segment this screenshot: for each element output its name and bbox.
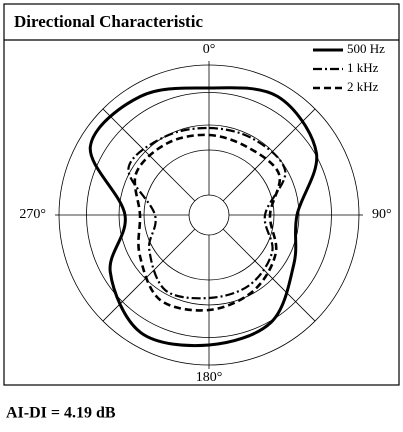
legend-label: 1 kHz (347, 60, 379, 75)
grid-ring (188, 194, 230, 236)
footnote: AI-DI = 4.19 dB (6, 405, 116, 422)
grid-spoke (102, 228, 196, 322)
series-line (133, 133, 282, 312)
theta-tick-label: 90° (372, 207, 392, 222)
theta-tick-label: 0° (203, 42, 216, 57)
grid-spoke (222, 108, 316, 202)
theta-tick-label: 180° (196, 370, 223, 385)
legend-label: 2 kHz (347, 79, 379, 94)
legend-label: 500 Hz (347, 41, 385, 56)
grid-spoke (222, 228, 316, 322)
chart-title: Directional Characteristic (14, 12, 203, 31)
series-line (127, 126, 287, 300)
theta-tick-label: 270° (19, 207, 46, 222)
frame (3, 3, 400, 386)
series-line (88, 86, 319, 348)
